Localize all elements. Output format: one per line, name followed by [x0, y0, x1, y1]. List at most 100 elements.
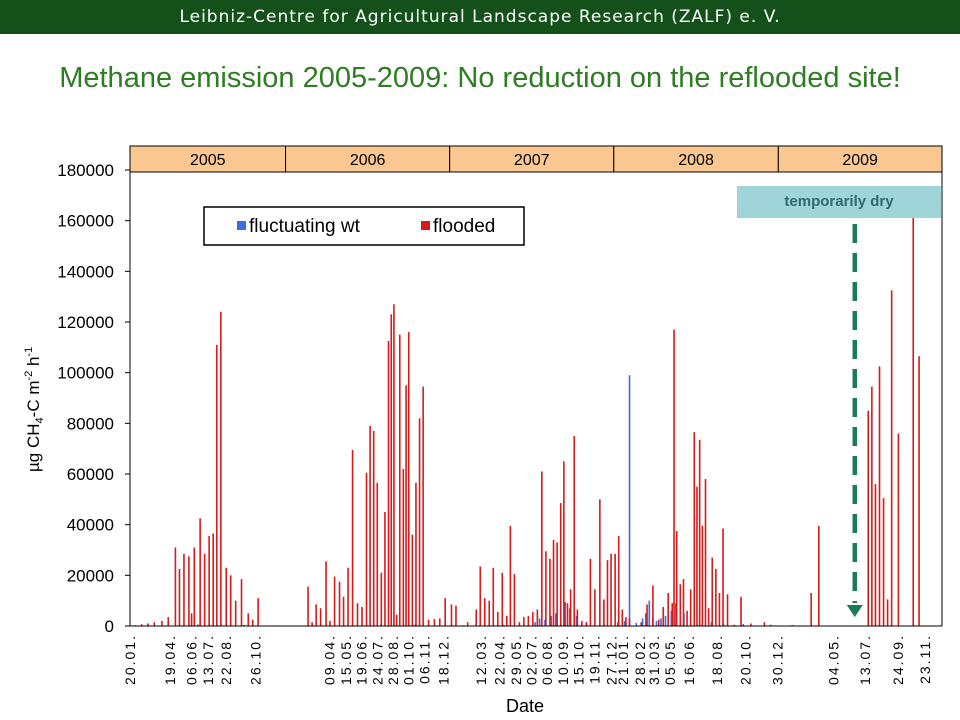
bar-flooded — [215, 344, 218, 626]
bar-flooded — [701, 525, 704, 626]
year-band-cell — [449, 145, 615, 173]
bar-flooded — [878, 366, 881, 626]
bar-flooded — [415, 482, 417, 626]
bar-flooded — [882, 498, 885, 626]
bar-flooded — [203, 553, 206, 626]
x-tick-label: 30.12. — [769, 634, 785, 685]
bar-flooded — [395, 614, 398, 626]
bar-flooded — [398, 334, 401, 626]
x-tick-label: 19.06. — [354, 634, 370, 685]
bar-flooded — [585, 622, 588, 626]
y-tick-label: 160000 — [57, 212, 114, 231]
x-tick-label: 19.04. — [162, 634, 178, 685]
bar-flooded — [247, 613, 250, 626]
year-band-label: 2006 — [350, 152, 386, 169]
bar-flooded — [912, 194, 915, 627]
bar-flooded — [193, 547, 196, 626]
bar-flooded — [696, 486, 698, 626]
bar-flooded — [675, 531, 678, 626]
bar-flooded — [405, 385, 407, 626]
bar-flooded — [376, 482, 379, 626]
bar-flooded — [818, 525, 820, 626]
bar-flooded — [153, 622, 156, 626]
bar-flooded — [479, 566, 482, 626]
bar-flooded — [594, 589, 596, 626]
bar-fluctuating-wt — [660, 618, 662, 626]
bar-flooded — [438, 618, 441, 626]
x-tick-label: 29.05. — [508, 634, 524, 685]
x-tick-label: 02.07. — [524, 634, 540, 685]
bar-flooded — [212, 533, 214, 626]
bar-flooded — [566, 603, 569, 626]
x-tick-label: 22.04. — [492, 634, 508, 685]
x-tick-label: 12.03. — [473, 634, 489, 685]
y-tick-label: 140000 — [57, 262, 114, 281]
bar-flooded — [532, 612, 534, 626]
bar-flooded — [556, 542, 558, 626]
bar-flooded — [229, 575, 232, 626]
bar-flooded — [689, 589, 692, 626]
bar-flooded — [693, 432, 696, 626]
bar-flooded — [411, 534, 414, 626]
bar-flooded — [356, 603, 359, 626]
bar-flooded — [402, 468, 405, 626]
bar-flooded — [384, 512, 386, 626]
x-tick-label: 23.11. — [917, 634, 933, 684]
bar-flooded — [190, 613, 193, 626]
bar-flooded — [545, 551, 547, 626]
bar-flooded — [387, 341, 390, 626]
bar-flooded — [722, 528, 724, 626]
legend-swatch — [237, 221, 246, 230]
year-band-label: 2008 — [678, 152, 714, 169]
bar-flooded — [918, 356, 920, 626]
bar-flooded — [147, 623, 149, 626]
bar-flooded — [559, 503, 562, 626]
bar-flooded — [167, 617, 170, 626]
x-tick-label: 27.12. — [604, 634, 620, 685]
bar-flooded — [161, 620, 163, 626]
bar-flooded — [220, 311, 222, 626]
bar-flooded — [576, 609, 579, 626]
bar-flooded — [657, 619, 660, 626]
bar-flooded — [603, 599, 605, 626]
bar-flooded — [351, 449, 354, 626]
bar-flooded — [617, 536, 620, 626]
bar-fluctuating-wt — [544, 619, 546, 626]
x-tick-label: 28.08. — [385, 634, 401, 685]
bar-flooded — [671, 603, 674, 626]
x-tick-label: 24.07. — [369, 634, 385, 685]
bar-flooded — [563, 461, 565, 626]
bar-flooded — [810, 593, 812, 626]
bar-flooded — [536, 609, 539, 626]
bar-flooded — [646, 604, 648, 626]
arrow-down-icon — [846, 605, 863, 617]
bar-flooded — [361, 607, 363, 626]
bar-flooded — [188, 556, 190, 626]
x-tick-label: 31.03. — [646, 634, 662, 685]
bar-flooded — [621, 609, 624, 626]
bar-flooded — [686, 610, 688, 626]
bar-flooded — [407, 332, 410, 626]
bar-flooded — [599, 499, 601, 626]
bar-flooded — [372, 430, 375, 626]
bar-flooded — [610, 553, 612, 626]
slide-title: Methane emission 2005-2009: No reduction… — [59, 62, 901, 94]
bar-flooded — [673, 329, 675, 626]
bar-flooded — [483, 598, 486, 626]
x-tick-label: 20.10. — [738, 634, 754, 685]
bar-fluctuating-wt — [635, 622, 638, 626]
bar-flooded — [347, 567, 349, 626]
bar-flooded — [750, 623, 752, 626]
bar-fluctuating-wt — [550, 615, 553, 626]
bar-flooded — [390, 314, 393, 626]
bar-flooded — [225, 567, 228, 626]
bar-fluctuating-wt — [617, 622, 619, 626]
bar-flooded — [874, 484, 877, 626]
bar-flooded — [234, 600, 237, 626]
bar-flooded — [513, 574, 516, 626]
x-tick-label: 24.09. — [890, 634, 906, 685]
y-tick-label: 60000 — [67, 465, 114, 484]
x-tick-label: 21.01. — [615, 634, 631, 685]
bar-flooded — [240, 579, 243, 626]
bar-flooded — [715, 569, 717, 626]
